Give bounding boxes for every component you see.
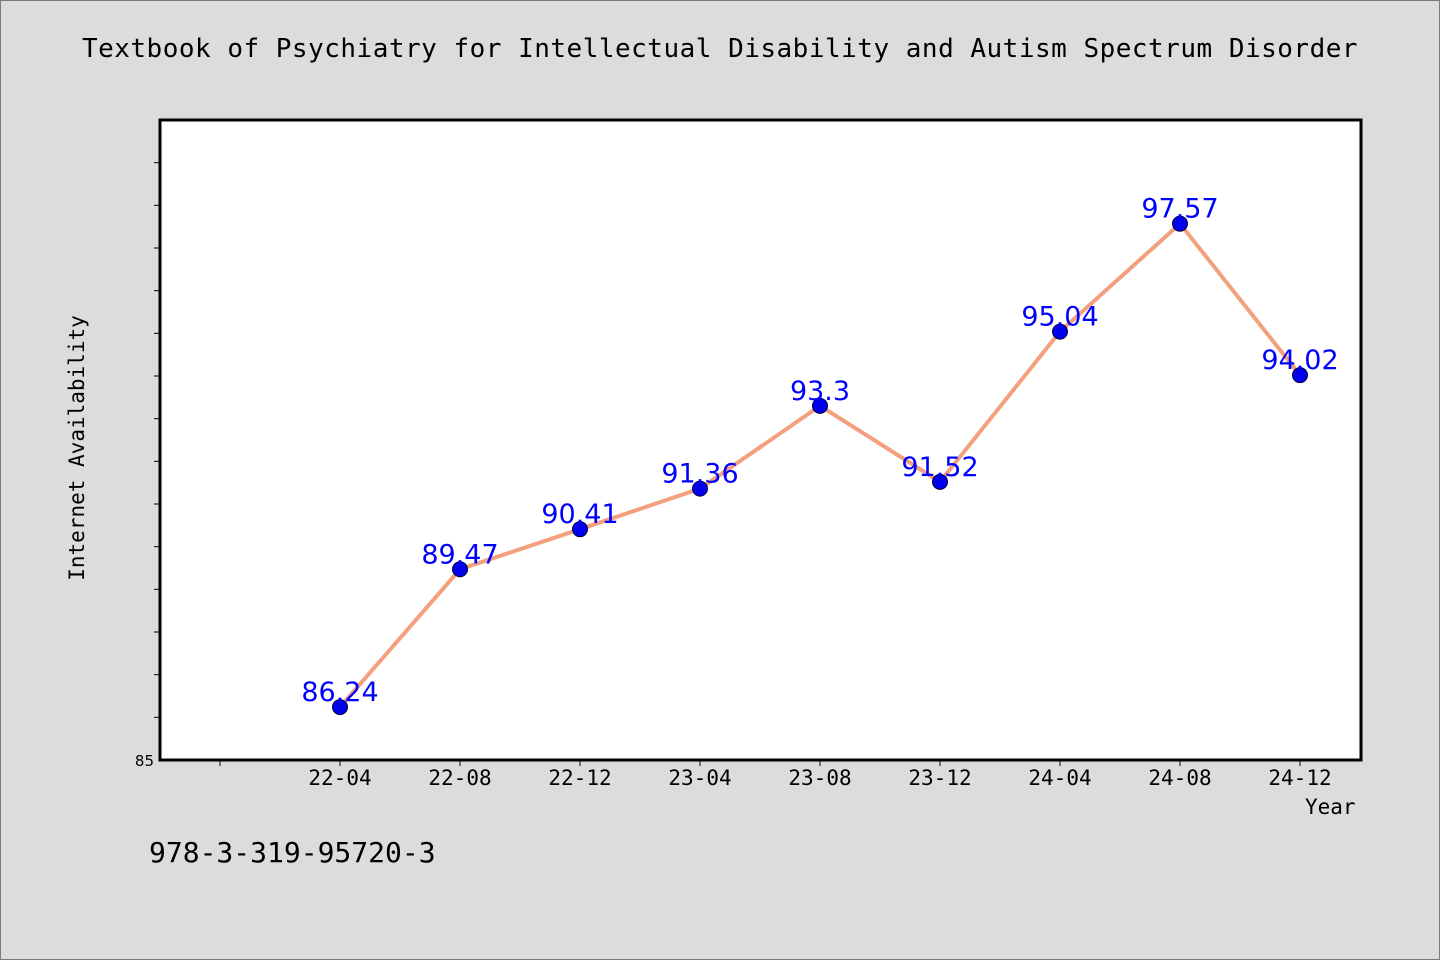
x-tick-label: 23-04 [668, 766, 731, 790]
data-label: 90.41 [541, 499, 618, 530]
chart-title: Textbook of Psychiatry for Intellectual … [81, 34, 1359, 64]
data-point [452, 561, 468, 578]
isbn-text: 978-3-319-95720-3 [149, 836, 436, 869]
data-point [1052, 323, 1068, 340]
data-label: 91.36 [661, 459, 738, 490]
data-point [332, 699, 348, 716]
x-tick-label: 24-08 [1148, 766, 1211, 790]
data-label: 93.3 [790, 376, 850, 407]
x-tick-label: 24-12 [1268, 766, 1331, 790]
data-point [1172, 215, 1188, 232]
data-point [932, 473, 948, 490]
plot-area [158, 118, 1363, 762]
x-tick-label: 24-04 [1028, 766, 1091, 790]
data-label: 97.57 [1141, 194, 1218, 225]
x-tick-label: 23-12 [908, 766, 971, 790]
x-tick-label: 22-04 [308, 766, 371, 790]
data-label: 91.52 [901, 452, 978, 483]
x-tick-label: 22-12 [548, 766, 611, 790]
data-point [812, 397, 828, 414]
x-tick-label: 22-08 [428, 766, 491, 790]
data-point [1292, 367, 1308, 384]
x-tick-label: 23-08 [788, 766, 851, 790]
data-label: 86.24 [301, 677, 378, 708]
data-point [692, 480, 708, 497]
data-point [572, 521, 588, 538]
data-label: 95.04 [1021, 302, 1098, 333]
data-label: 89.47 [421, 539, 498, 570]
y-tick-label: 85 [135, 752, 154, 770]
data-label: 94.02 [1261, 345, 1338, 376]
x-axis-label: Year [1305, 795, 1356, 819]
